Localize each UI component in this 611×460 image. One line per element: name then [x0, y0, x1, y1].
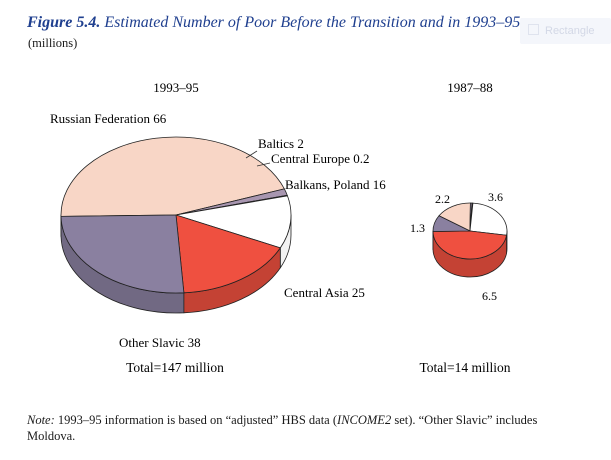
figure-title-text: Estimated Number of Poor Before the Tran… [104, 14, 521, 31]
note-emphasis: INCOME2 [337, 413, 392, 427]
label2-central-asia: 6.5 [482, 289, 497, 303]
pie2-slice-balkans-poland [469, 202, 508, 236]
pie2-slice-central-asia [432, 230, 507, 260]
label-balkans-poland: Balkans, Poland 16 [285, 177, 386, 192]
leader-central-europe [256, 162, 271, 167]
pie-1987-88 [432, 202, 508, 278]
label2-russian-federation: 2.2 [435, 192, 450, 206]
figure-label: Figure 5.4. [27, 14, 101, 31]
label2-balkans-poland: 3.6 [488, 190, 503, 204]
pie2-slice-other-slavic [432, 215, 471, 232]
label-baltics: Baltics 2 [258, 136, 304, 151]
pie-1987-88-title: 1987–88 [447, 80, 493, 95]
pie-1993-95 [60, 136, 292, 314]
pie-1987-88-total: Total=14 million [419, 360, 510, 375]
pie-1993-95-title: 1993–95 [153, 80, 199, 95]
label-central-europe: Central Europe 0.2 [271, 151, 370, 166]
pie-1993-95-total: Total=147 million [126, 360, 224, 375]
pie1-slice-central-asia [175, 214, 281, 294]
rectangle-tool-label: Rectangle [545, 25, 595, 37]
figure-units: (millions) [28, 36, 78, 50]
figure-note: Note: 1993–95 information is based on “a… [27, 412, 587, 444]
note-text-1: 1993–95 information is based on “adjuste… [54, 413, 338, 427]
rectangle-icon [528, 24, 539, 35]
label-russian-federation: Russian Federation 66 [50, 111, 167, 126]
label-other-slavic: Other Slavic 38 [119, 335, 201, 350]
figure-title: Figure 5.4. Estimated Number of Poor Bef… [27, 14, 520, 32]
rectangle-tool-button[interactable]: Rectangle [520, 18, 611, 44]
note-prefix: Note: [27, 413, 55, 427]
pie1-slice-other-slavic [60, 214, 185, 294]
pie1-slice-balkans-poland [175, 195, 292, 249]
leader-baltics [245, 150, 258, 159]
note-text-2: set). “Other Slavic” includes Moldova. [27, 413, 538, 443]
label2-other-slavic: 1.3 [410, 221, 425, 235]
label-central-asia: Central Asia 25 [284, 285, 365, 300]
